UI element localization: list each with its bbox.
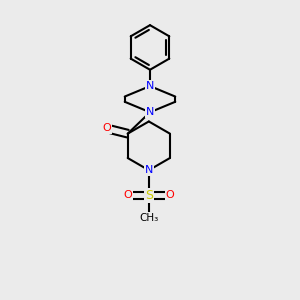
Text: N: N (145, 165, 153, 175)
Text: S: S (145, 189, 153, 202)
Text: N: N (146, 107, 154, 117)
Text: N: N (146, 81, 154, 91)
Text: O: O (102, 123, 111, 133)
Text: CH₃: CH₃ (139, 213, 158, 223)
Text: O: O (166, 190, 175, 200)
Text: O: O (123, 190, 132, 200)
